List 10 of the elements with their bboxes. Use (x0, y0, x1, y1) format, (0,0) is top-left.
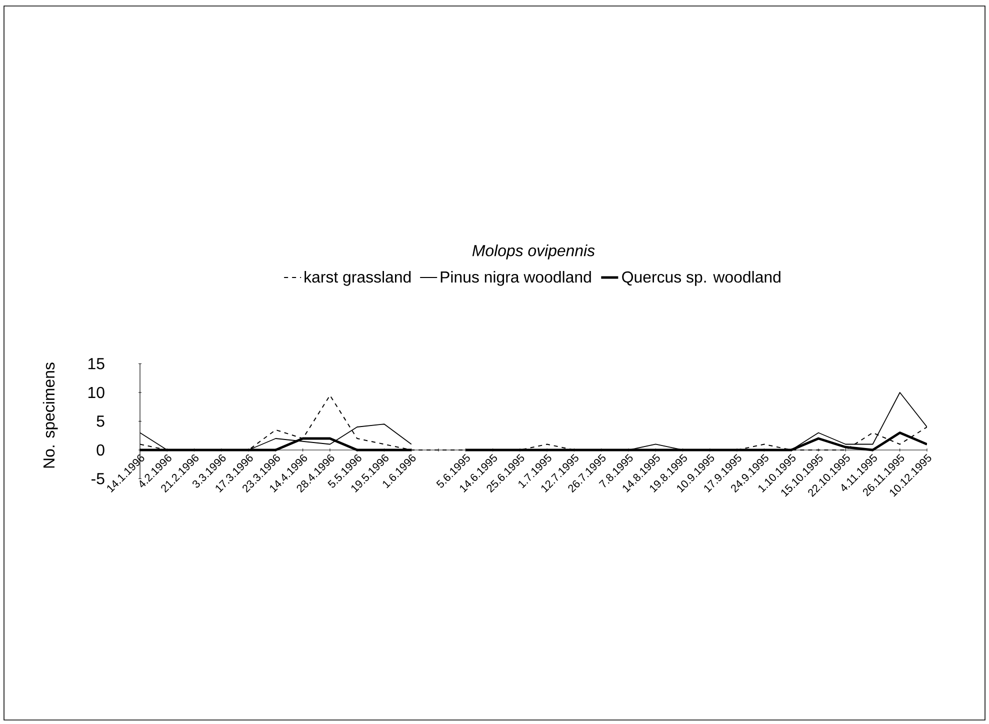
y-tick-label: 10 (88, 386, 104, 398)
y-tick-label: -5 (92, 473, 104, 484)
y-tick-label: 15 (88, 358, 104, 370)
legend-label: Pinus nigra woodland (440, 270, 591, 286)
y-axis-title: No. specimens (42, 362, 58, 468)
y-tick-label: 0 (96, 444, 104, 456)
y-tick-label: 5 (96, 416, 104, 427)
legend-label: Quercus sp. woodland (622, 270, 780, 286)
chart-title: Molops ovipennis (472, 244, 595, 260)
legend-label: karst grassland (304, 270, 411, 286)
